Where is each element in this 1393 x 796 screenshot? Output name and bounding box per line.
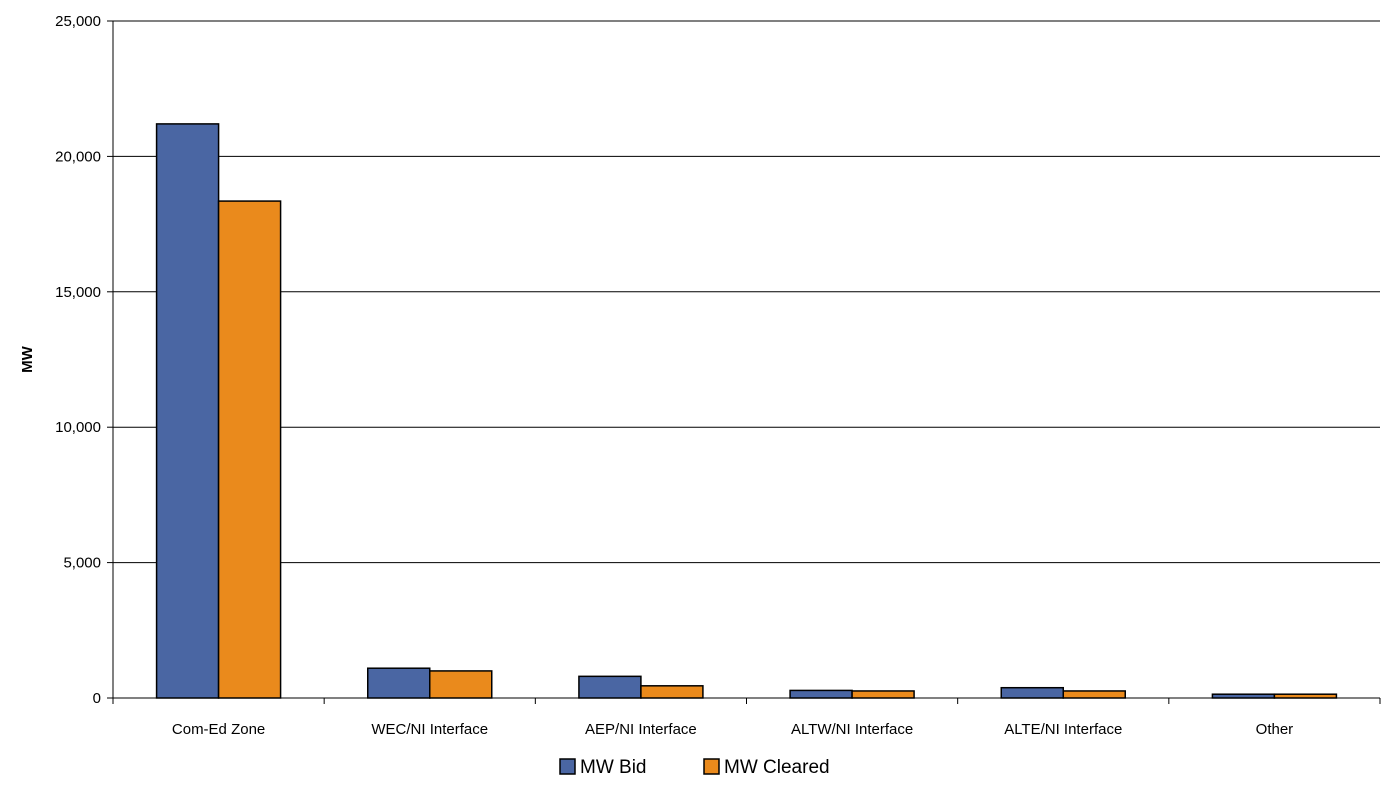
bar-mw-cleared <box>1062 690 1126 699</box>
legend-swatch <box>703 758 720 775</box>
x-tick-label: ALTE/NI Interface <box>1004 721 1122 738</box>
bar-mw-cleared <box>217 200 282 699</box>
x-tick-label: Com-Ed Zone <box>172 721 265 738</box>
bar-mw-bid <box>578 675 642 699</box>
bar-mw-bid <box>155 123 220 699</box>
y-tick-label: 0 <box>93 690 101 707</box>
y-tick-label: 10,000 <box>55 419 101 436</box>
x-tick-label: ALTW/NI Interface <box>791 721 913 738</box>
bars <box>155 123 1338 699</box>
legend: MW Bid MW Cleared <box>559 757 830 778</box>
y-tick-label: 5,000 <box>63 555 101 572</box>
y-tick-label: 20,000 <box>55 148 101 165</box>
bar-mw-bid <box>1211 693 1276 699</box>
x-tick-label: Other <box>1256 721 1294 738</box>
y-tick-label: 25,000 <box>55 13 101 30</box>
legend-label: MW Bid <box>580 757 647 778</box>
bar-mw-cleared <box>640 685 704 699</box>
x-tick-label: AEP/NI Interface <box>585 721 697 738</box>
x-tick-label: WEC/NI Interface <box>371 721 488 738</box>
bar-mw-cleared <box>1273 693 1338 699</box>
legend-label: MW Cleared <box>724 757 830 778</box>
bar-mw-bid <box>789 689 853 699</box>
x-ticks: Com-Ed Zone WEC/NI Interface AEP/NI Interf… <box>112 698 1381 738</box>
grid-lines <box>113 20 1380 564</box>
bar-mw-cleared <box>851 690 915 699</box>
legend-swatch <box>559 758 576 775</box>
y-ticks: 0 5,000 10,000 15,000 20,000 25,000 <box>55 13 113 707</box>
bar-mw-cleared <box>429 670 493 699</box>
bar-mw-bid <box>367 667 431 699</box>
bar-mw-bid <box>1000 686 1064 699</box>
y-tick-label: 15,000 <box>55 284 101 301</box>
y-axis-title: MW <box>19 345 36 372</box>
